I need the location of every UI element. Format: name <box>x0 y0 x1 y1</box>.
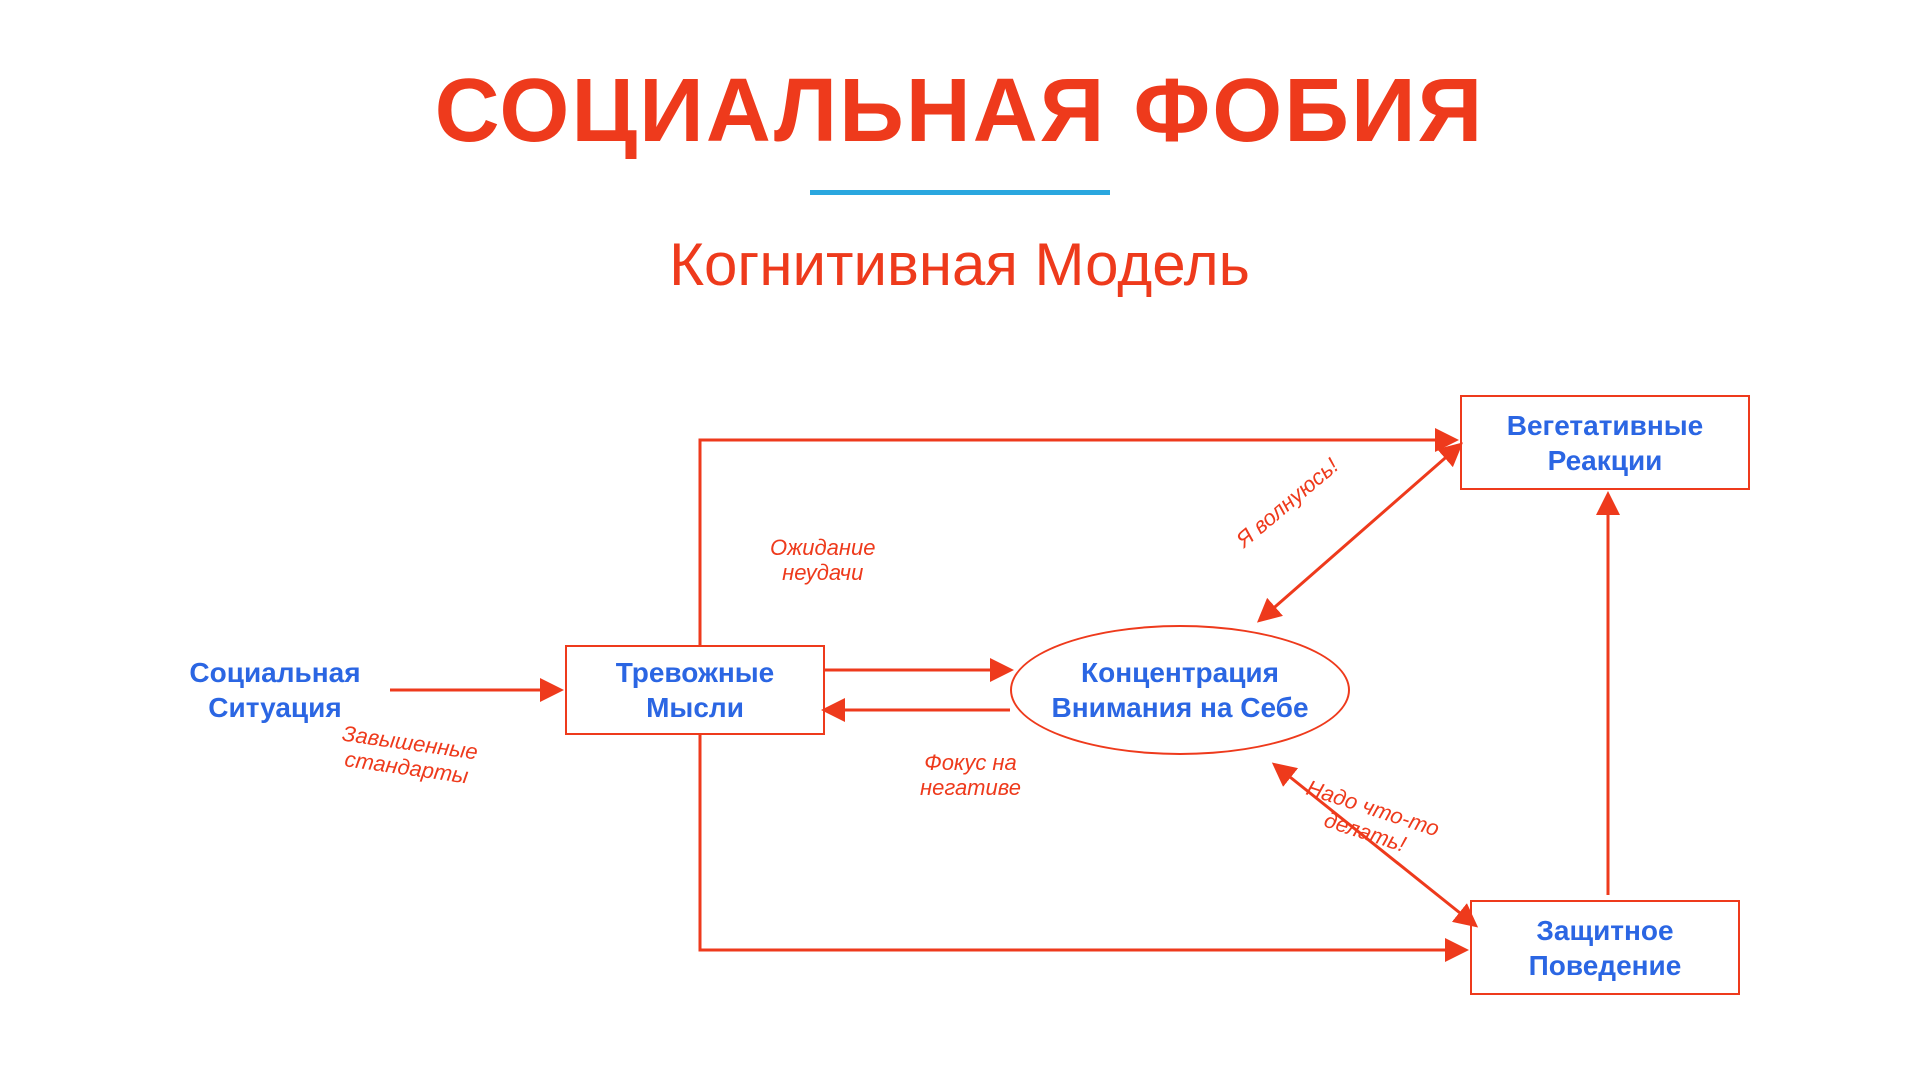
node-label-line: Поведение <box>1529 948 1682 983</box>
diagram-container: СоциальнаяСитуация ТревожныеМысли Концентр… <box>0 370 1919 1070</box>
node-situation: СоциальнаяСитуация <box>160 650 390 730</box>
edge-e5 <box>700 735 1465 950</box>
node-label-line: Тревожные <box>616 655 775 690</box>
node-thoughts: ТревожныеМысли <box>565 645 825 735</box>
edge-label-e7: Я волнуюсь! <box>1231 453 1343 552</box>
node-label-line: Мысли <box>646 690 744 725</box>
edge-label-e1: Завышенные стандарты <box>337 721 479 790</box>
node-label-line: Ситуация <box>208 690 341 725</box>
edge-label-e8: Надо что-то делать! <box>1296 775 1443 866</box>
node-behavior: ЗащитноеПоведение <box>1470 900 1740 995</box>
edge-label-e3: Фокус на негативе <box>920 750 1021 801</box>
node-label-line: Реакции <box>1548 443 1663 478</box>
page-title: СОЦИАЛЬНАЯ ФОБИЯ <box>0 60 1919 163</box>
node-label-line: Вегетативные <box>1507 408 1703 443</box>
node-label-line: Внимания на Себе <box>1051 690 1308 725</box>
page-subtitle: Когнитивная Модель <box>0 230 1919 299</box>
edge-label-e4: Ожидание неудачи <box>770 535 875 586</box>
node-label-line: Концентрация <box>1081 655 1279 690</box>
edge-e7 <box>1260 445 1460 620</box>
node-label-line: Защитное <box>1536 913 1673 948</box>
node-attention: КонцентрацияВнимания на Себе <box>1010 625 1350 755</box>
title-divider <box>810 190 1110 195</box>
node-label-line: Социальная <box>189 655 360 690</box>
node-reactions: ВегетативныеРеакции <box>1460 395 1750 490</box>
